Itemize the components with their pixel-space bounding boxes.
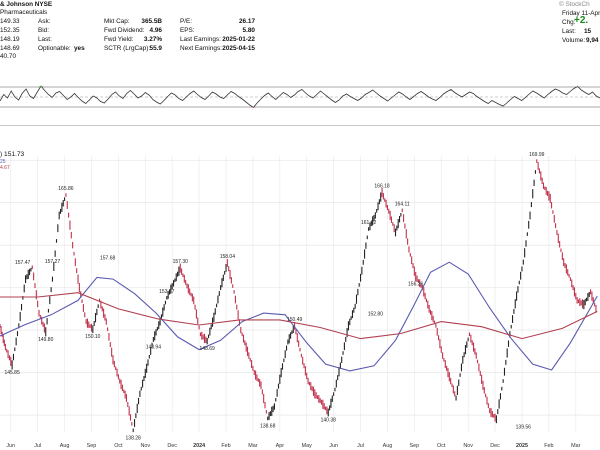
x-tick-label: Oct <box>437 443 446 449</box>
legend-prefix: ) <box>0 151 3 158</box>
bid-label: Bid: <box>38 27 50 34</box>
price-annotation: 150.10 <box>85 334 101 340</box>
x-tick-label: Oct <box>114 443 123 449</box>
quote-header: & Johnson NYSE Pharmaceuticals 149.33 15… <box>0 0 600 66</box>
low-value: 148.19 <box>0 36 20 43</box>
legend-small-1: 25 <box>0 159 6 165</box>
x-tick-label: Sep <box>410 443 420 449</box>
quote-date: Friday 11-Apr <box>562 10 600 17</box>
eps-value: 5.80 <box>242 27 255 34</box>
pe-value: 26.17 <box>239 18 255 25</box>
last-price-value: 15 <box>584 28 592 35</box>
price-annotation: 138.28 <box>126 435 142 441</box>
legend-small-2: 4.67 <box>0 165 10 171</box>
price-annotation: 169.99 <box>529 152 545 158</box>
price-annotation: 157.47 <box>15 260 31 266</box>
price-annotation: 148.69 <box>200 346 216 352</box>
x-tick-label: 2024 <box>193 443 205 449</box>
price-annotation: 157.68 <box>100 256 116 262</box>
x-tick-label: Mar <box>571 443 580 449</box>
x-tick-label: Aug <box>60 443 70 449</box>
indicator-line <box>0 85 600 109</box>
mktcap-label: Mkt Cap: <box>104 18 130 25</box>
x-tick-label: Apr <box>276 443 285 449</box>
x-tick-label: Feb <box>544 443 553 449</box>
high-value: 152.35 <box>0 27 20 34</box>
price-annotation: 140.38 <box>321 417 337 423</box>
price-annotation: 145.85 <box>4 370 20 376</box>
fwd-yield-value: 3.27% <box>143 36 162 43</box>
overbought-fill <box>37 86 44 87</box>
change-label: Chg: <box>562 19 576 26</box>
price-annotation: 157.27 <box>45 259 61 265</box>
price-annotation: 138.68 <box>260 423 276 429</box>
x-tick-label: Aug <box>383 443 393 449</box>
last-price-label: Last: <box>562 28 576 35</box>
x-tick-label: Feb <box>221 443 230 449</box>
x-tick-label: Jul <box>357 443 364 449</box>
next-earnings-value: 2025-04-15 <box>222 45 255 52</box>
x-tick-label: Jun <box>6 443 15 449</box>
prev-close-value: 148.69 <box>0 45 20 52</box>
mktcap-value: 365.5B <box>141 18 162 25</box>
price-annotation: 149.80 <box>38 337 54 343</box>
last-earnings-label: Last Earnings: <box>180 36 221 43</box>
x-tick-label: Nov <box>140 443 150 449</box>
price-annotation: 148.94 <box>146 344 162 350</box>
watermark: © StockCh <box>559 1 590 8</box>
price-annotation: 152.80 <box>368 311 384 317</box>
price-annotation: 156.26 <box>408 282 424 288</box>
panel-divider <box>0 125 600 126</box>
fwd-dividend-label: Fwd Dividend: <box>104 27 145 34</box>
last-label: Last: <box>38 36 52 43</box>
eps-label: EPS: <box>180 27 195 34</box>
x-tick-label: Jul <box>34 443 41 449</box>
open-value: 149.33 <box>0 18 20 25</box>
price-annotation: 150.49 <box>287 317 303 323</box>
next-earnings-label: Next Earnings: <box>180 45 222 52</box>
last-earnings-value: 2025-01-22 <box>222 36 255 43</box>
change-value: +2. <box>574 15 589 26</box>
price-panel: 145.85 157.47 157.27 149.80 165.86 150.10 157.… <box>0 152 600 449</box>
x-tick-label: Sep <box>87 443 97 449</box>
moving-average-line <box>0 261 598 372</box>
overbought-fill <box>574 86 581 87</box>
x-tick-label: Dec <box>490 443 500 449</box>
volume-value: 9,94 <box>586 37 599 44</box>
x-tick-label: Mar <box>248 443 257 449</box>
price-annotation: 165.86 <box>58 186 74 192</box>
price-annotation: 139.56 <box>516 424 532 430</box>
stock-title: & Johnson NYSE <box>0 1 53 8</box>
x-tick-label: 2025 <box>516 443 528 449</box>
indicator-panel <box>0 85 600 109</box>
stock-subtitle: Pharmaceuticals <box>0 9 48 16</box>
price-annotation: 153.87 <box>159 289 175 295</box>
fwd-dividend-value: 4.96 <box>149 27 162 34</box>
optionable-value: yes <box>74 45 85 52</box>
x-tick-label: May <box>302 443 312 449</box>
price-annotation: 166.18 <box>374 184 390 190</box>
ask-label: Ask: <box>38 18 51 25</box>
legend-value: 151.73 <box>4 151 25 158</box>
optionable-label: Optionable: <box>38 45 71 52</box>
price-annotation: 158.04 <box>220 254 236 260</box>
indicator-value: 40.70 <box>0 53 16 60</box>
x-tick-label: Dec <box>167 443 177 449</box>
x-tick-label: Nov <box>463 443 473 449</box>
x-tick-label: Jun <box>329 443 338 449</box>
fwd-yield-label: Fwd Yield: <box>104 36 134 43</box>
price-annotation: 157.30 <box>173 259 189 265</box>
price-annotation: 161.92 <box>361 220 377 226</box>
moving-average-line <box>0 292 598 340</box>
price-annotation: 164.11 <box>395 201 410 207</box>
price-legend: ) 151.73 <box>0 151 24 158</box>
sctr-value: 55.9 <box>149 45 162 52</box>
pe-label: P/E: <box>180 18 193 25</box>
oversold-fill <box>250 107 257 108</box>
volume-label: Volume: <box>562 37 586 44</box>
sctr-label: SCTR (LrgCap): <box>104 45 151 52</box>
